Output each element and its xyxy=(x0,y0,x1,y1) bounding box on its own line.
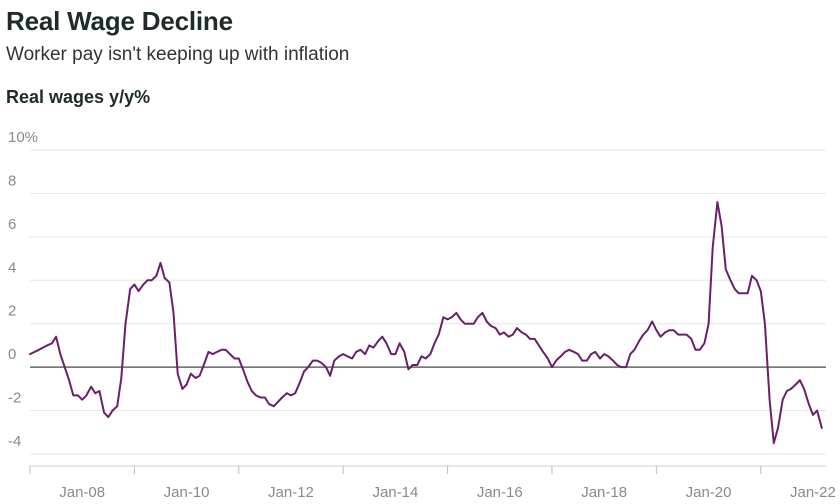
x-tick-label: Jan-10 xyxy=(164,484,210,501)
y-tick-label: 2 xyxy=(8,303,16,320)
x-tick-label: Jan-14 xyxy=(372,484,418,501)
y-tick-label: 8 xyxy=(8,172,16,189)
y-tick-labels: -4 -2 0 2 4 6 8 10% xyxy=(8,129,38,450)
x-axis: Jan-08 Jan-10 Jan-12 Jan-14 Jan-16 Jan-18 Jan-… xyxy=(29,465,836,501)
chart-subtitle: Worker pay isn't keeping up with inflati… xyxy=(6,44,350,65)
y-tick-label: -4 xyxy=(8,433,21,450)
x-tick-label: Jan-18 xyxy=(581,484,627,501)
real-wages-line xyxy=(29,201,823,445)
x-tick-label: Jan-20 xyxy=(686,484,732,501)
y-tick-label: 10% xyxy=(8,129,38,146)
grid-lines xyxy=(30,149,826,455)
chart-title: Real Wage Decline xyxy=(6,6,233,36)
x-tick-label: Jan-08 xyxy=(59,484,105,501)
x-tick-label: Jan-16 xyxy=(477,484,523,501)
y-tick-label: 0 xyxy=(8,346,16,363)
y-tick-label: -2 xyxy=(8,390,21,407)
y-axis-label: Real wages y/y% xyxy=(6,87,151,107)
x-tick-label: Jan-12 xyxy=(268,484,314,501)
x-tick-label: Jan-22 xyxy=(790,484,836,501)
y-tick-label: 6 xyxy=(8,216,16,233)
y-tick-label: 4 xyxy=(8,259,16,276)
